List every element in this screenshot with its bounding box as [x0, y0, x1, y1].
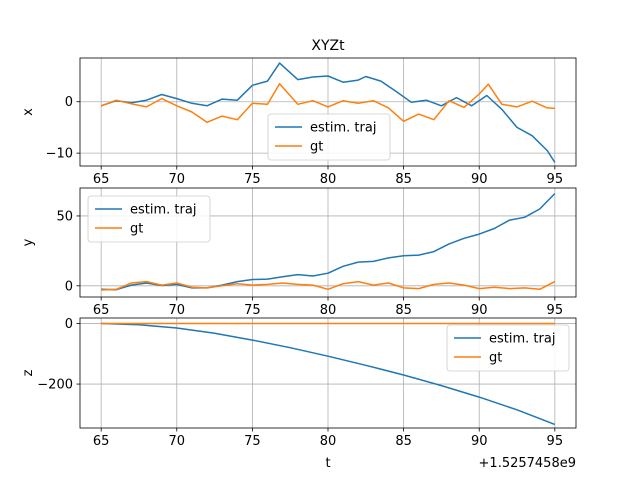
x-tick-label: 75	[244, 303, 261, 318]
legend-box	[446, 324, 570, 372]
series-line-estim-traj	[101, 193, 556, 291]
subplots: 65 70 75 80 85 90 95 −10 0 x estim. traj gt 65 70 75 80…	[21, 57, 577, 449]
series-line-estim-traj	[100, 62, 556, 163]
series-line-gt	[101, 280, 556, 291]
subplot-y: 65 70 75 80 85 90 95 0 50 y estim. traj gt	[21, 187, 577, 318]
x-tick-label: 75	[244, 172, 261, 187]
x-offset-text: +1.5257458e9	[479, 456, 576, 471]
y-tick-label: 0	[65, 279, 73, 294]
legend: estim. traj gt	[267, 113, 391, 161]
x-tick-label: 85	[395, 434, 412, 449]
legend-label: gt	[310, 140, 323, 155]
y-tick-label: 0	[65, 317, 73, 332]
x-tick-label: 80	[320, 172, 337, 187]
chart-title: XYZt	[311, 38, 345, 54]
x-tick-label: 85	[395, 172, 412, 187]
legend-label: estim. traj	[489, 332, 555, 347]
x-tick-label: 65	[93, 172, 110, 187]
x-tick-label: 90	[471, 172, 488, 187]
y-axis-label: y	[21, 238, 36, 246]
series-line-gt	[100, 82, 555, 124]
x-tick-label: 70	[169, 303, 186, 318]
x-tick-label: 95	[547, 303, 564, 318]
y-axis-label: z	[21, 369, 36, 376]
x-tick-label: 70	[169, 434, 186, 449]
legend: estim. traj gt	[446, 324, 570, 372]
x-tick-label: 65	[93, 303, 110, 318]
y-tick-label: 0	[65, 95, 73, 110]
y-tick-label: −200	[37, 378, 73, 393]
x-tick-label: 70	[169, 172, 186, 187]
legend-box	[87, 195, 211, 243]
x-tick-label: 80	[320, 434, 337, 449]
x-tick-label: 95	[547, 434, 564, 449]
legend-label: estim. traj	[130, 203, 196, 218]
x-tick-label: 90	[471, 434, 488, 449]
legend: estim. traj gt	[87, 195, 211, 243]
y-axis-label: x	[21, 108, 36, 116]
subplot-z: 65 70 75 80 85 90 95 −200 0 z estim. traj gt	[21, 317, 577, 449]
x-tick-label: 85	[395, 303, 412, 318]
y-tick-label: −10	[46, 147, 73, 162]
subplot-x: 65 70 75 80 85 90 95 −10 0 x estim. traj gt	[21, 57, 577, 187]
series-line-estim-traj	[101, 322, 556, 426]
legend-box	[267, 113, 391, 161]
x-tick-label: 75	[244, 434, 261, 449]
x-tick-label: 90	[471, 303, 488, 318]
legend-label: gt	[130, 222, 143, 237]
x-axis-label: t	[325, 456, 330, 471]
legend-label: gt	[489, 351, 502, 366]
x-tick-label: 65	[93, 434, 110, 449]
legend-label: estim. traj	[310, 121, 376, 136]
y-tick-label: 50	[56, 209, 73, 224]
x-tick-label: 95	[547, 172, 564, 187]
x-tick-label: 80	[320, 303, 337, 318]
